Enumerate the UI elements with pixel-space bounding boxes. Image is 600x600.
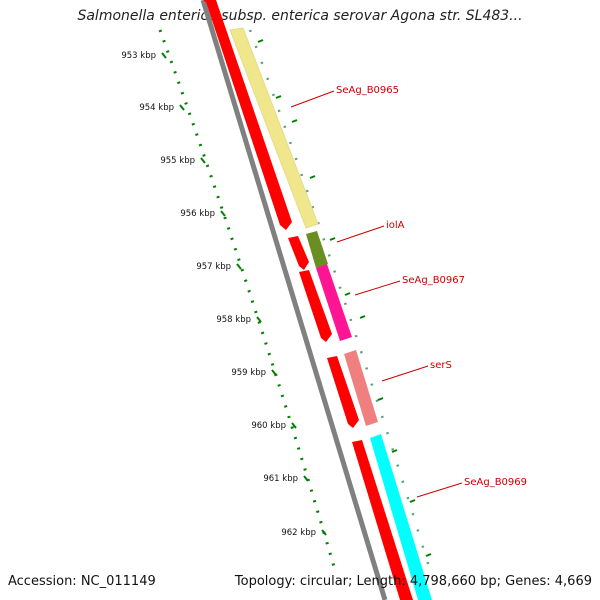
- kbp-major-tick: [220, 210, 226, 217]
- outer-ruler-dots: [248, 29, 432, 571]
- cds-arrow[interactable]: [288, 236, 309, 270]
- cds-feature-group: [197, 0, 413, 600]
- cds-arrow[interactable]: [327, 356, 359, 428]
- gene-label[interactable]: iolA: [386, 220, 405, 231]
- gene-label[interactable]: serS: [430, 360, 452, 371]
- kbp-major-tick: [179, 104, 185, 111]
- kbp-major-tick: [303, 475, 309, 482]
- kbp-major-tick: [256, 316, 262, 323]
- kbp-major-tick: [271, 369, 277, 376]
- cds-arrow[interactable]: [299, 270, 332, 342]
- cds-arrow[interactable]: [206, 0, 292, 230]
- kbp-label: 960 kbp: [251, 421, 286, 431]
- outer-tick: [359, 315, 366, 319]
- outer-tick: [391, 449, 398, 453]
- outer-tick: [409, 499, 416, 503]
- kbp-tick-group: 953 kbp 954 kbp 955 kbp 956 kbp 957 kbp 958 k…: [121, 39, 432, 557]
- outer-tick: [425, 553, 432, 557]
- gene-feature[interactable]: [344, 350, 378, 426]
- gene-label[interactable]: SeAg_B0967: [402, 275, 465, 286]
- kbp-label: 962 kbp: [281, 528, 316, 538]
- kbp-major-tick: [161, 52, 167, 59]
- kbp-major-tick: [321, 529, 327, 536]
- outer-tick: [344, 292, 351, 296]
- kbp-label: 953 kbp: [121, 51, 156, 61]
- outer-tick: [309, 175, 316, 179]
- accession-text: Accession: NC_011149: [8, 574, 156, 589]
- kbp-label: 959 kbp: [231, 368, 266, 378]
- kbp-major-tick: [200, 157, 206, 164]
- kbp-label: 961 kbp: [263, 474, 298, 484]
- outer-tick: [291, 119, 298, 123]
- ruler-dots: [158, 29, 337, 571]
- backbone-line: [200, 0, 388, 600]
- label-leader-line: [381, 365, 429, 382]
- kbp-major-tick: [291, 422, 297, 429]
- label-leader-line: [336, 225, 385, 243]
- kbp-major-tick: [236, 263, 242, 270]
- gene-feature[interactable]: [306, 231, 328, 268]
- outer-tick: [275, 95, 282, 99]
- gene-label-group: SeAg_B0965 iolA SeAg_B0967 serS SeAg_B0969: [290, 85, 527, 498]
- outer-tick: [377, 397, 384, 401]
- gene-label[interactable]: SeAg_B0969: [464, 477, 527, 488]
- outer-tick: [329, 237, 336, 241]
- kbp-label: 956 kbp: [180, 209, 215, 219]
- kbp-label: 955 kbp: [160, 156, 195, 166]
- gene-feature-group: [229, 27, 432, 600]
- label-leader-line: [290, 90, 335, 108]
- gene-label[interactable]: SeAg_B0965: [336, 85, 399, 96]
- kbp-label: 954 kbp: [139, 103, 174, 113]
- cds-arrow[interactable]: [352, 440, 413, 600]
- gene-feature[interactable]: [229, 27, 319, 229]
- cds-arrow[interactable]: [197, 0, 217, 3]
- label-leader-line: [354, 280, 401, 296]
- topology-summary-text: Topology: circular; Length: 4,798,660 bp…: [234, 574, 592, 589]
- label-leader-line: [416, 482, 463, 498]
- kbp-label: 958 kbp: [216, 315, 251, 325]
- map-title: Salmonella enterica subsp. enterica sero…: [77, 8, 523, 24]
- gene-feature[interactable]: [316, 264, 352, 341]
- kbp-label: 957 kbp: [196, 262, 231, 272]
- gene-feature[interactable]: [370, 434, 432, 600]
- outer-tick: [257, 39, 264, 43]
